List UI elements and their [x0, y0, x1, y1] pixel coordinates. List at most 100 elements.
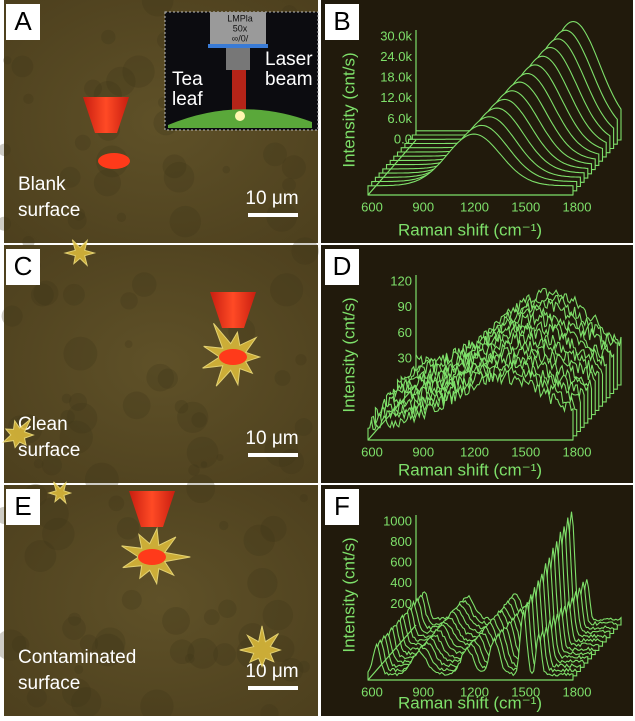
texture — [122, 56, 154, 88]
caption: surface — [18, 673, 80, 694]
texture — [223, 166, 231, 174]
scale-bar-label: 10 μm — [245, 661, 298, 682]
texture — [263, 142, 287, 166]
texture — [3, 56, 11, 64]
texture — [122, 590, 142, 610]
y-tick-label: 12.0k — [380, 90, 412, 105]
texture — [69, 393, 87, 411]
x-tick-label: 600 — [361, 444, 383, 459]
texture — [164, 162, 195, 193]
y-axis-label: Intensity (cnt/s) — [339, 537, 358, 652]
x-tick-label: 900 — [412, 444, 434, 459]
laser-spot — [98, 153, 130, 169]
x-tick-label: 600 — [361, 199, 383, 214]
x-tick-label: 1200 — [460, 444, 489, 459]
texture — [260, 516, 286, 542]
laser-spot — [138, 549, 166, 565]
texture — [300, 494, 308, 502]
texture — [2, 306, 23, 327]
micrograph-panel: E Contaminated surface 10 μm — [0, 474, 318, 716]
x-tick-label: 1200 — [460, 684, 489, 699]
texture — [177, 402, 208, 433]
objective-tip — [226, 48, 250, 70]
inset-label: leaf — [172, 89, 203, 110]
scale-bar-label: 10 μm — [245, 428, 298, 449]
scale-bar — [248, 686, 298, 690]
objective-text: 50x — [233, 23, 248, 33]
texture — [185, 654, 195, 664]
texture — [132, 272, 157, 297]
x-tick-label: 900 — [412, 684, 434, 699]
texture — [63, 284, 85, 306]
texture — [75, 135, 91, 151]
texture — [213, 643, 236, 666]
texture — [117, 213, 126, 222]
y-tick-label: 18.0k — [380, 70, 412, 85]
texture — [117, 517, 139, 539]
y-tick-label: 6.0k — [387, 111, 412, 126]
texture — [12, 56, 34, 78]
laser-beam — [232, 70, 246, 110]
texture — [125, 340, 133, 348]
y-tick-label: 400 — [390, 575, 412, 590]
texture — [279, 449, 304, 474]
x-tick-label: 1500 — [511, 444, 540, 459]
texture — [31, 284, 54, 307]
laser-spot — [219, 349, 247, 365]
texture — [270, 273, 303, 306]
y-tick-label: 60 — [398, 325, 412, 340]
caption: Blank — [18, 174, 66, 195]
figure: A Blank surface 10 μm LMPla50x∞/0/Tealeaf Las… — [0, 0, 635, 716]
panel-label: A — [14, 6, 32, 36]
objective-text: ∞/0/ — [232, 33, 249, 43]
texture — [263, 600, 293, 630]
y-tick-label: 120 — [390, 273, 412, 288]
y-axis-label: Intensity (cnt/s) — [339, 52, 358, 167]
texture — [109, 495, 125, 511]
panel-label: E — [14, 491, 31, 521]
caption: surface — [18, 440, 80, 461]
texture — [63, 337, 97, 371]
texture — [36, 498, 69, 531]
x-tick-label: 600 — [361, 684, 383, 699]
y-tick-label: 24.0k — [380, 49, 412, 64]
x-tick-label: 1800 — [563, 199, 592, 214]
objective-lens — [208, 44, 268, 48]
texture — [170, 206, 201, 237]
texture — [291, 237, 318, 264]
x-axis-label: Raman shift (cm⁻¹) — [398, 460, 542, 479]
x-tick-label: 1500 — [511, 684, 540, 699]
scale-bar — [248, 213, 298, 217]
y-tick-label: 90 — [398, 299, 412, 314]
y-tick-label: 30 — [398, 351, 412, 366]
panel-label: B — [333, 6, 350, 36]
texture — [158, 369, 178, 389]
x-tick-label: 1200 — [460, 199, 489, 214]
texture — [101, 30, 115, 44]
x-tick-label: 900 — [412, 199, 434, 214]
laser-focus — [235, 111, 245, 121]
texture — [162, 607, 190, 635]
inset-label: Laser — [265, 49, 313, 70]
y-tick-label: 30.0k — [380, 28, 412, 43]
texture — [188, 464, 199, 475]
caption: Contaminated — [18, 647, 136, 668]
y-axis-label: Intensity (cnt/s) — [339, 297, 358, 412]
texture — [120, 292, 137, 309]
objective-text: LMPla — [227, 13, 253, 23]
inset-label: Tea — [172, 69, 203, 90]
texture — [295, 354, 306, 365]
texture — [186, 474, 215, 503]
texture — [219, 521, 228, 530]
texture — [204, 609, 220, 625]
texture — [218, 600, 236, 618]
texture — [247, 568, 277, 598]
caption: surface — [18, 200, 80, 221]
x-tick-label: 1500 — [511, 199, 540, 214]
scale-bar-label: 10 μm — [245, 188, 298, 209]
panel-label: C — [14, 251, 33, 281]
